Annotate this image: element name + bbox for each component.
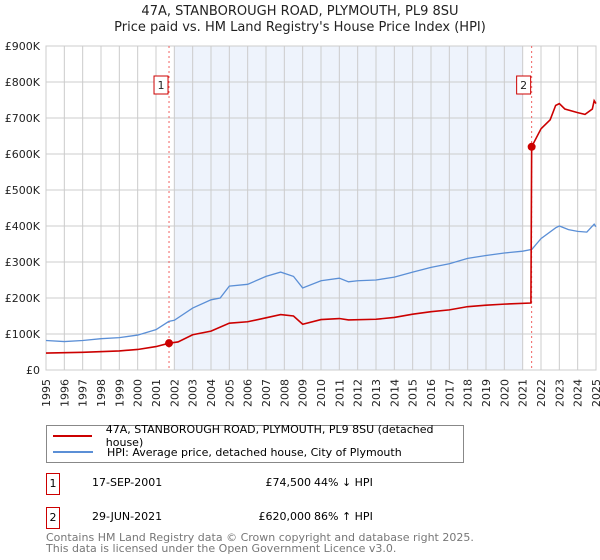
x-tick-label: 1999 <box>113 379 126 407</box>
x-tick-label: 2024 <box>572 379 585 407</box>
x-tick-label: 2009 <box>297 379 310 407</box>
x-tick-label: 2010 <box>315 379 328 407</box>
x-tick-label: 2008 <box>278 379 291 407</box>
y-tick-label: £600K <box>5 148 41 161</box>
chart-subtitle: Price paid vs. HM Land Registry's House … <box>114 20 486 35</box>
legend-label: 47A, STANBOROUGH ROAD, PLYMOUTH, PL9 8SU… <box>105 423 434 449</box>
x-tick-label: 2021 <box>517 379 530 407</box>
x-tick-label: 2004 <box>205 379 218 407</box>
transaction-marker: 1 <box>46 473 60 495</box>
y-tick-label: £500K <box>5 184 41 197</box>
x-tick-label: 2005 <box>223 379 236 407</box>
x-tick-label: 2006 <box>242 379 255 407</box>
transaction-price: £620,000 <box>258 510 312 523</box>
plot-area: 1995 1996 1997 1998 1999 2000 2001 2002 2003 2004… <box>5 40 600 407</box>
x-tick-label: 2020 <box>498 379 511 407</box>
x-tick-label: 2023 <box>553 379 566 407</box>
legend-item-hpi: HPI: Average price, detached house, City… <box>53 444 402 460</box>
chart-title: 47A, STANBOROUGH ROAD, PLYMOUTH, PL9 8SU <box>141 4 459 19</box>
x-tick-label: 2017 <box>443 379 456 407</box>
x-tick-label: 1997 <box>77 379 90 407</box>
footer-line: This data is licensed under the Open Gov… <box>46 542 397 555</box>
x-tick-label: 2015 <box>407 379 420 407</box>
sale-label-box <box>153 75 169 95</box>
shaded-period <box>174 46 523 370</box>
y-tick-label: £0 <box>26 364 40 377</box>
x-tick-label: 1996 <box>58 379 71 407</box>
series-line <box>45 223 597 343</box>
sale-label: 1 <box>158 79 165 92</box>
x-tick-label: 2012 <box>352 379 365 407</box>
x-tick-label: 2022 <box>535 379 548 407</box>
y-tick-label: £700K <box>5 112 41 125</box>
legend-label: HPI: Average price, detached house, City… <box>107 445 402 459</box>
x-tick-label: 2011 <box>333 379 346 407</box>
x-tick-label: 2018 <box>462 379 475 407</box>
x-tick-label: 2014 <box>388 379 401 407</box>
transaction-marker: 2 <box>46 507 60 529</box>
x-tick-label: 1998 <box>95 379 108 407</box>
x-tick-label: 2001 <box>150 379 163 407</box>
plot-border <box>45 45 597 371</box>
x-tick-label: 2000 <box>132 379 145 407</box>
x-tick-label: 2003 <box>187 379 200 407</box>
footer: Contains HM Land Registry data © Crown c… <box>46 532 474 554</box>
y-tick-label: £900K <box>5 40 41 53</box>
series-line <box>45 98 597 354</box>
transaction-hpi: 44% ↓ HPI <box>314 476 373 489</box>
transaction-hpi: 86% ↑ HPI <box>314 510 373 523</box>
transaction-price: £74,500 <box>265 476 312 489</box>
x-tick-label: 2013 <box>370 379 383 407</box>
transaction-date: 29-JUN-2021 <box>92 510 163 523</box>
legend-item-property: 47A, STANBOROUGH ROAD, PLYMOUTH, PL9 8SU… <box>53 423 463 449</box>
x-tick-label: 2019 <box>480 379 493 407</box>
transaction-date: 17-SEP-2001 <box>92 476 163 489</box>
y-tick-label: £400K <box>5 220 41 233</box>
y-tick-label: £100K <box>5 328 41 341</box>
sale-point <box>165 339 174 348</box>
legend: 47A, STANBOROUGH ROAD, PLYMOUTH, PL9 8SU… <box>46 423 464 463</box>
sale-label-box <box>516 75 532 95</box>
sale-point <box>527 142 536 151</box>
x-tick-label: 2002 <box>168 379 181 407</box>
legend-swatch-red <box>53 435 92 437</box>
y-tick-label: £800K <box>5 76 41 89</box>
footer-line: Contains HM Land Registry data © Crown c… <box>46 531 474 544</box>
sale-label: 2 <box>520 79 527 92</box>
x-tick-label: 1995 <box>40 379 53 407</box>
x-tick-label: 2016 <box>425 379 438 407</box>
x-tick-label: 2025 <box>590 379 600 407</box>
legend-swatch-blue <box>53 451 93 453</box>
y-tick-label: £300K <box>5 256 41 269</box>
y-tick-label: £200K <box>5 292 41 305</box>
x-tick-label: 2007 <box>260 379 273 407</box>
